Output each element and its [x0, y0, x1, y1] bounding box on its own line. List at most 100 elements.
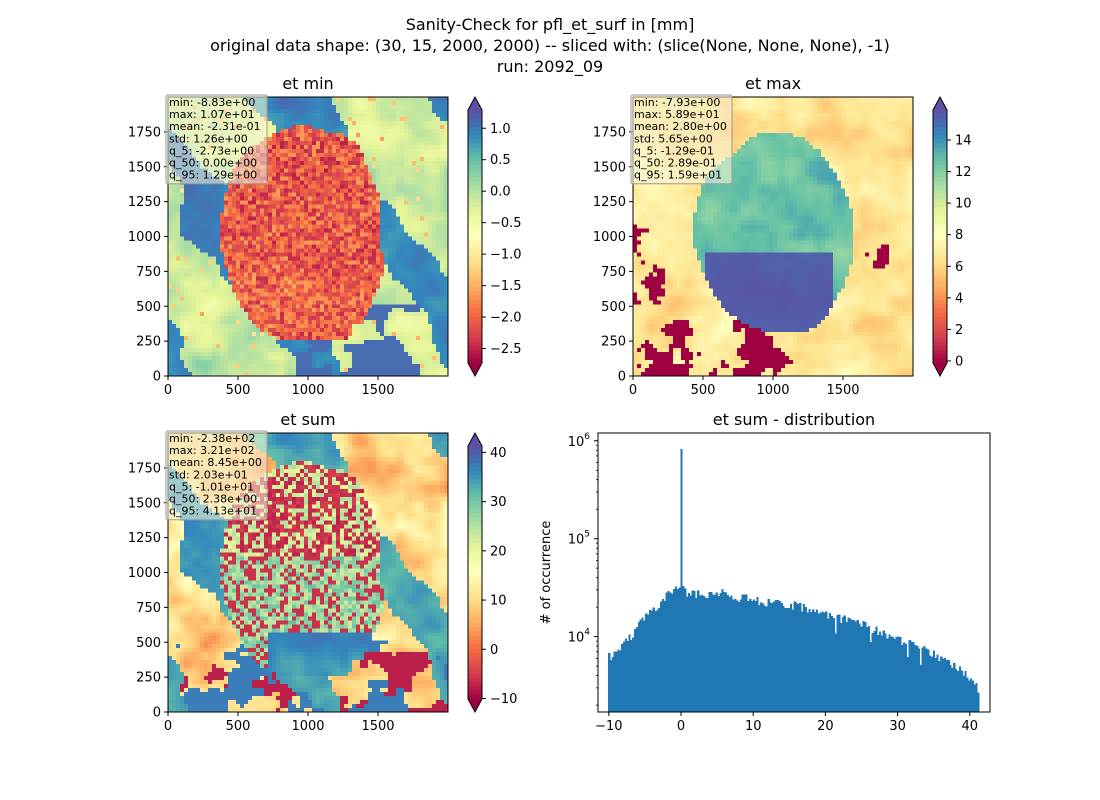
heatmap-cell [192, 304, 197, 309]
heatmap-cell [244, 296, 249, 301]
heatmap-cell [304, 276, 309, 281]
heatmap-cell [188, 352, 193, 357]
heatmap-cell [380, 108, 385, 114]
heatmap-cell [252, 340, 257, 345]
heatmap-cell [204, 360, 209, 365]
heatmap-cell [300, 336, 305, 341]
heatmap-cell [392, 172, 397, 178]
heatmap-cell [292, 104, 297, 110]
heatmap-cell [264, 264, 269, 269]
heatmap-cell [424, 176, 429, 182]
heatmap-cell [392, 332, 397, 337]
heatmap-cell [188, 316, 193, 321]
colorbar-segment [468, 173, 482, 179]
heatmap-cell [372, 232, 377, 237]
heatmap-cell [404, 164, 409, 170]
heatmap-cell [356, 360, 361, 365]
heatmap-cell [252, 296, 257, 301]
heatmap-cell [200, 360, 205, 365]
heatmap-cell [356, 196, 361, 202]
heatmap-cell [208, 280, 213, 285]
heatmap-cell [428, 144, 433, 150]
heatmap-cell [184, 280, 189, 285]
heatmap-cell [420, 252, 425, 257]
heatmap-cell [312, 216, 317, 222]
heatmap-cell [324, 368, 329, 373]
heatmap-cell [200, 228, 205, 234]
heatmap-cell [368, 216, 373, 222]
heatmap-cell [440, 132, 445, 138]
heatmap-cell [344, 364, 349, 369]
heatmap-cell [220, 240, 225, 245]
heatmap-cell [188, 320, 193, 325]
heatmap-cell [208, 308, 213, 313]
heatmap-cell [340, 320, 345, 325]
heatmap-cell [276, 352, 281, 357]
heatmap-cell [188, 300, 193, 305]
heatmap-cell [248, 336, 253, 341]
heatmap-cell [304, 364, 309, 369]
heatmap-cell [244, 292, 249, 297]
heatmap-cell [396, 228, 401, 234]
heatmap-cell [172, 192, 177, 198]
heatmap-cell [212, 356, 217, 361]
heatmap-cell [324, 152, 329, 158]
heatmap-cell [180, 208, 185, 214]
heatmap-cell [244, 288, 249, 293]
heatmap-cell [204, 324, 209, 329]
heatmap-cell [380, 372, 385, 377]
heatmap-cell [420, 136, 425, 142]
heatmap-cell [368, 232, 373, 237]
heatmap-cell [396, 192, 401, 198]
heatmap-cell [184, 236, 189, 241]
heatmap-cell [364, 332, 369, 337]
heatmap-cell [420, 368, 425, 373]
heatmap-cell [196, 240, 201, 245]
heatmap-cell [344, 352, 349, 357]
heatmap-cell [340, 236, 345, 241]
heatmap-cell [208, 224, 213, 230]
heatmap-cell [308, 196, 313, 202]
heatmap-cell [208, 336, 213, 341]
heatmap-cell [296, 324, 301, 329]
heatmap-cell [212, 204, 217, 210]
heatmap-cell [404, 136, 409, 142]
heatmap-cell [220, 248, 225, 253]
heatmap-cell [328, 176, 333, 182]
heatmap-cell [432, 172, 437, 178]
heatmap-cell [304, 288, 309, 293]
heatmap-cell [360, 296, 365, 301]
heatmap-cell [372, 224, 377, 230]
heatmap-cell [432, 220, 437, 226]
heatmap-cell [424, 228, 429, 234]
heatmap-cell [428, 148, 433, 154]
heatmap-cell [340, 260, 345, 265]
heatmap-cell [168, 304, 173, 309]
heatmap-cell [296, 276, 301, 281]
heatmap-cell [428, 140, 433, 146]
heatmap-cell [336, 156, 341, 162]
heatmap-cell [352, 108, 357, 114]
heatmap-cell [368, 240, 373, 245]
heatmap-cell [440, 372, 445, 377]
heatmap-cell [392, 128, 397, 134]
heatmap-cell [260, 304, 265, 309]
heatmap-cell [168, 256, 173, 261]
heatmap-cell [176, 296, 181, 301]
heatmap-cell [288, 232, 293, 237]
heatmap-cell [328, 236, 333, 241]
heatmap-cell [176, 224, 181, 230]
heatmap-cell [328, 288, 333, 293]
heatmap-cell [284, 248, 289, 253]
heatmap-cell [196, 232, 201, 237]
heatmap-cell [180, 352, 185, 357]
heatmap-cell [248, 312, 253, 317]
heatmap-cell [208, 300, 213, 305]
heatmap-cell [236, 224, 241, 230]
heatmap-cell [380, 104, 385, 110]
heatmap-cell [264, 352, 269, 357]
heatmap-cell [384, 208, 389, 214]
heatmap-cell [420, 236, 425, 241]
heatmap-cell [392, 240, 397, 245]
heatmap-cell [360, 168, 365, 174]
